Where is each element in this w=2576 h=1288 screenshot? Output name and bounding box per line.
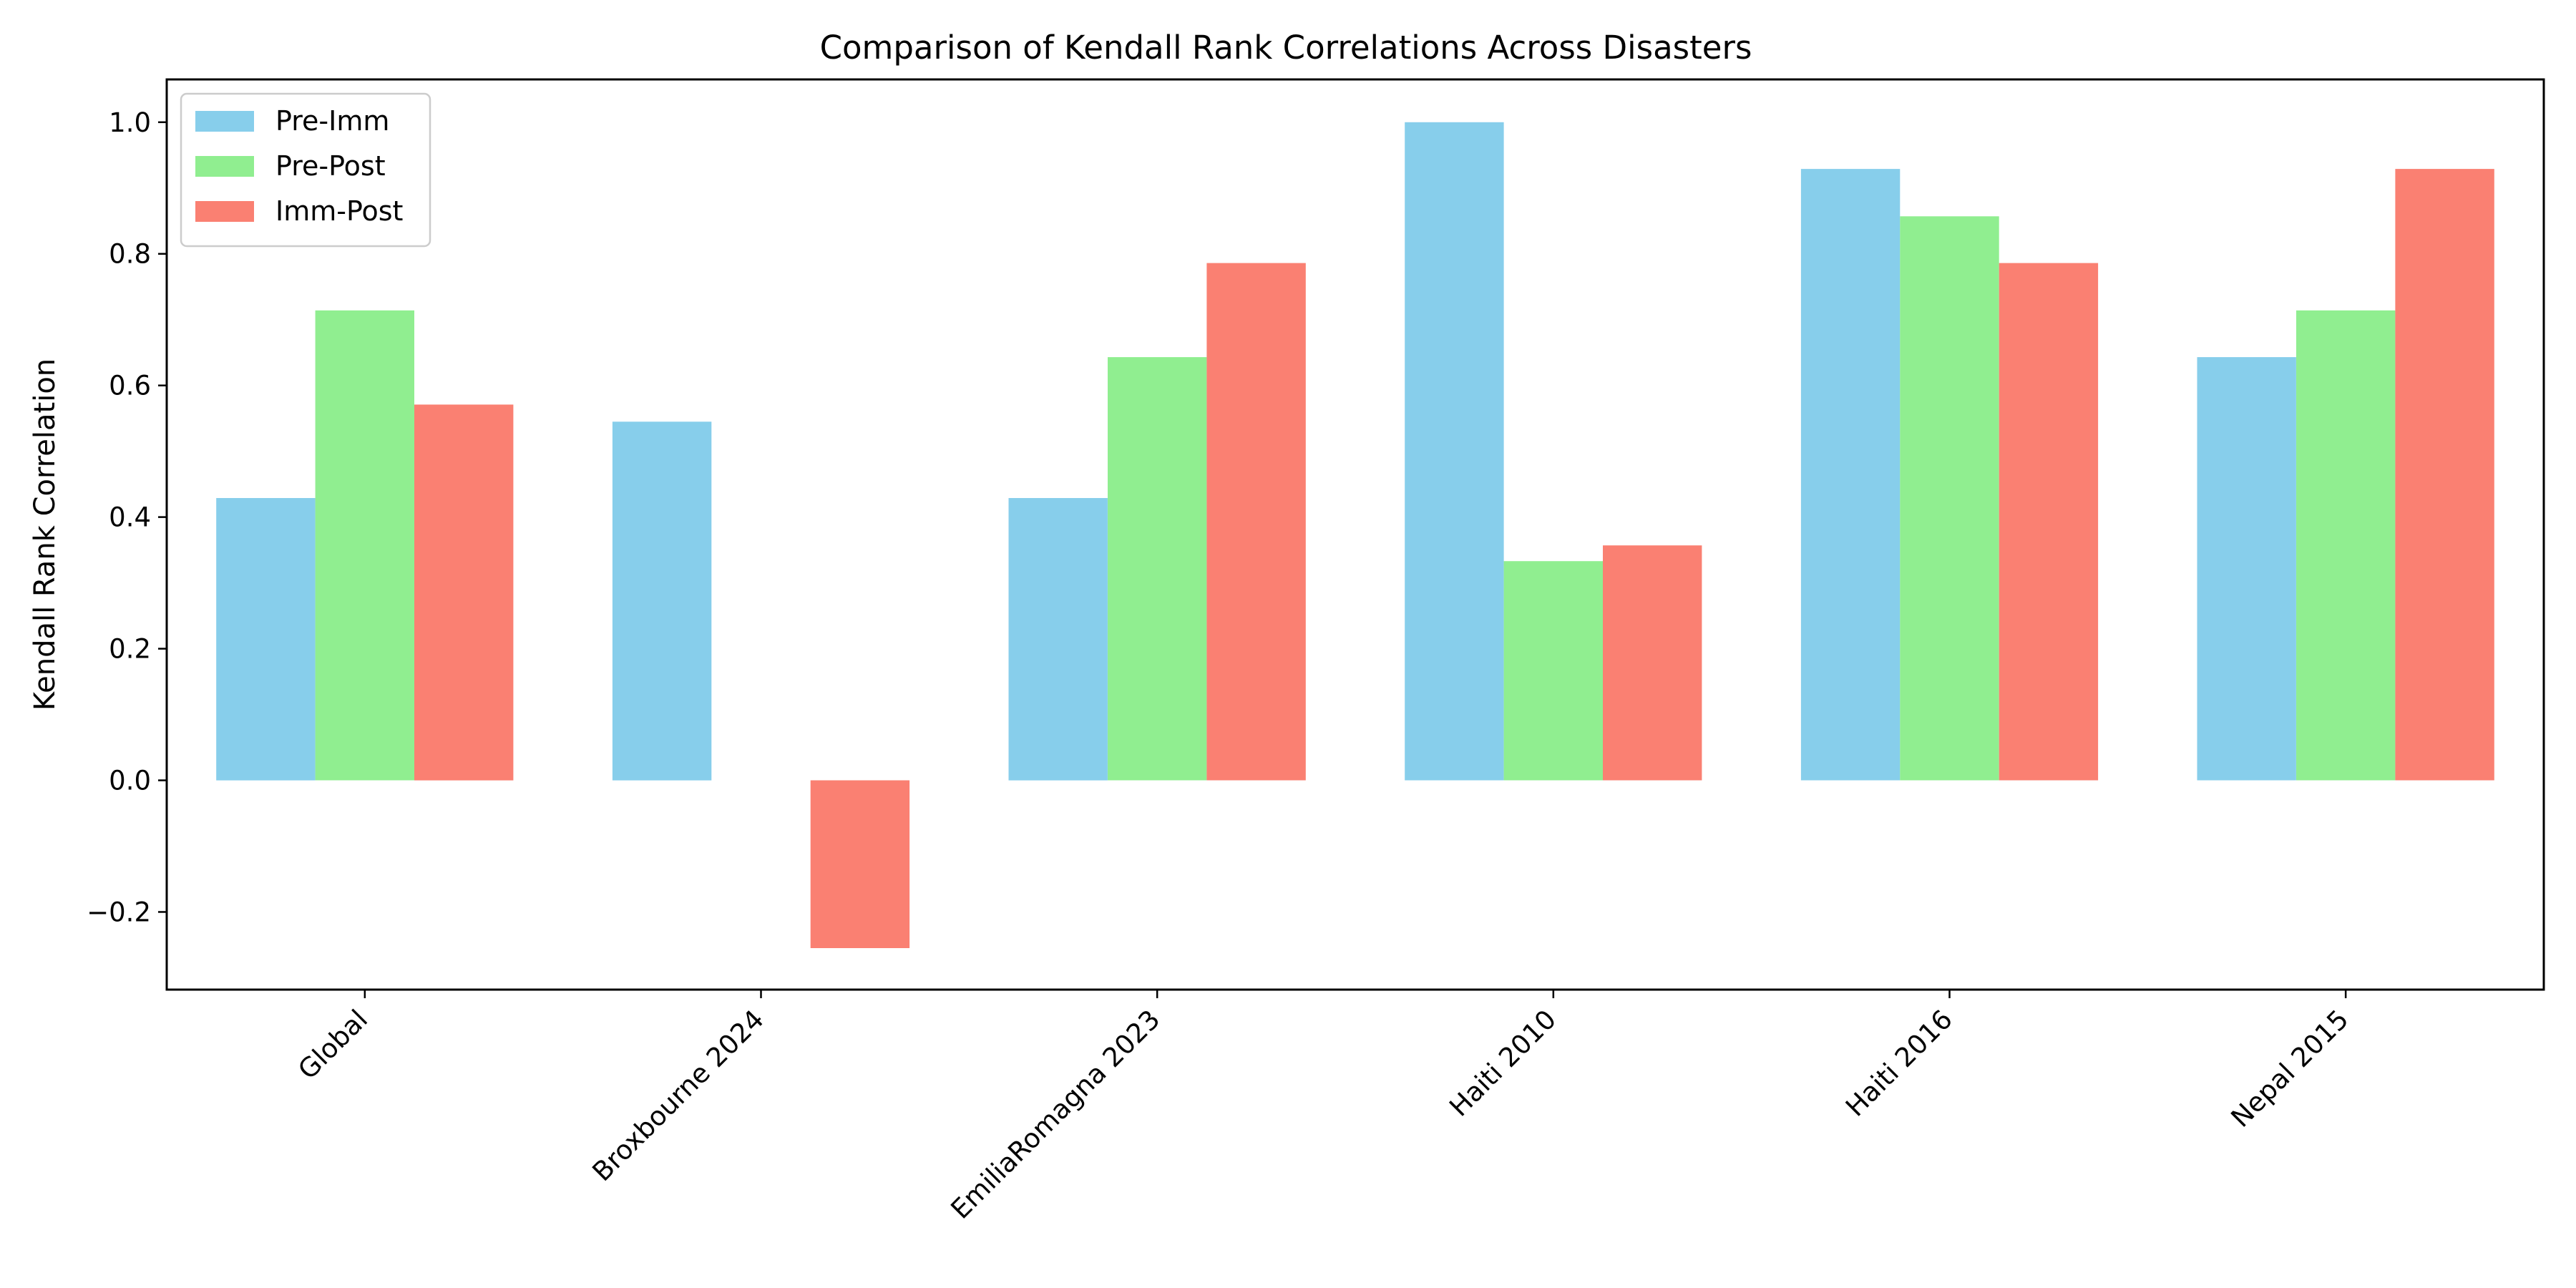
y-tick-label: 0.2 xyxy=(109,634,151,665)
y-tick-label: 0.4 xyxy=(109,502,151,533)
bar-imm-post-1 xyxy=(810,780,910,948)
bar-pre-post-2 xyxy=(1108,357,1207,781)
bar-pre-post-5 xyxy=(2296,310,2396,781)
y-axis-label: Kendall Rank Correlation xyxy=(29,358,62,711)
legend-label-pre-post: Pre-Post xyxy=(275,150,386,182)
y-ticks-group: −0.2 0.0 0.2 0.4 0.6 0.8 1.0 xyxy=(87,107,167,927)
bar-imm-post-4 xyxy=(1999,263,2099,781)
y-tick-label: 0.0 xyxy=(109,766,151,796)
bar-pre-imm-3 xyxy=(1405,122,1504,781)
bar-pre-post-4 xyxy=(1900,216,1999,781)
bars-group xyxy=(216,122,2494,948)
bar-pre-imm-0 xyxy=(216,498,316,781)
bar-pre-imm-1 xyxy=(612,421,712,781)
bar-imm-post-3 xyxy=(1603,545,1702,781)
bar-imm-post-2 xyxy=(1206,263,1306,781)
bar-imm-post-5 xyxy=(2395,169,2494,781)
bar-pre-imm-5 xyxy=(2197,357,2296,781)
legend-swatch-pre-imm xyxy=(195,111,254,132)
y-tick-label: 1.0 xyxy=(109,107,151,138)
legend-swatch-pre-post xyxy=(195,156,254,177)
bar-imm-post-0 xyxy=(414,404,514,781)
legend-label-pre-imm: Pre-Imm xyxy=(275,105,389,137)
bar-pre-imm-2 xyxy=(1008,498,1108,781)
y-tick-label: 0.8 xyxy=(109,239,151,270)
legend: Pre-Imm Pre-Post Imm-Post xyxy=(180,92,431,248)
bar-pre-post-0 xyxy=(315,310,414,781)
y-tick-label: −0.2 xyxy=(87,897,151,927)
plot-frame xyxy=(165,78,2545,991)
bar-pre-imm-4 xyxy=(1800,169,1901,781)
bar-pre-post-3 xyxy=(1503,561,1603,781)
legend-swatch-imm-post xyxy=(195,201,254,222)
chart-title: Comparison of Kendall Rank Correlations … xyxy=(820,29,1752,67)
legend-label-imm-post: Imm-Post xyxy=(275,195,403,227)
y-tick-label: 0.6 xyxy=(109,371,151,401)
